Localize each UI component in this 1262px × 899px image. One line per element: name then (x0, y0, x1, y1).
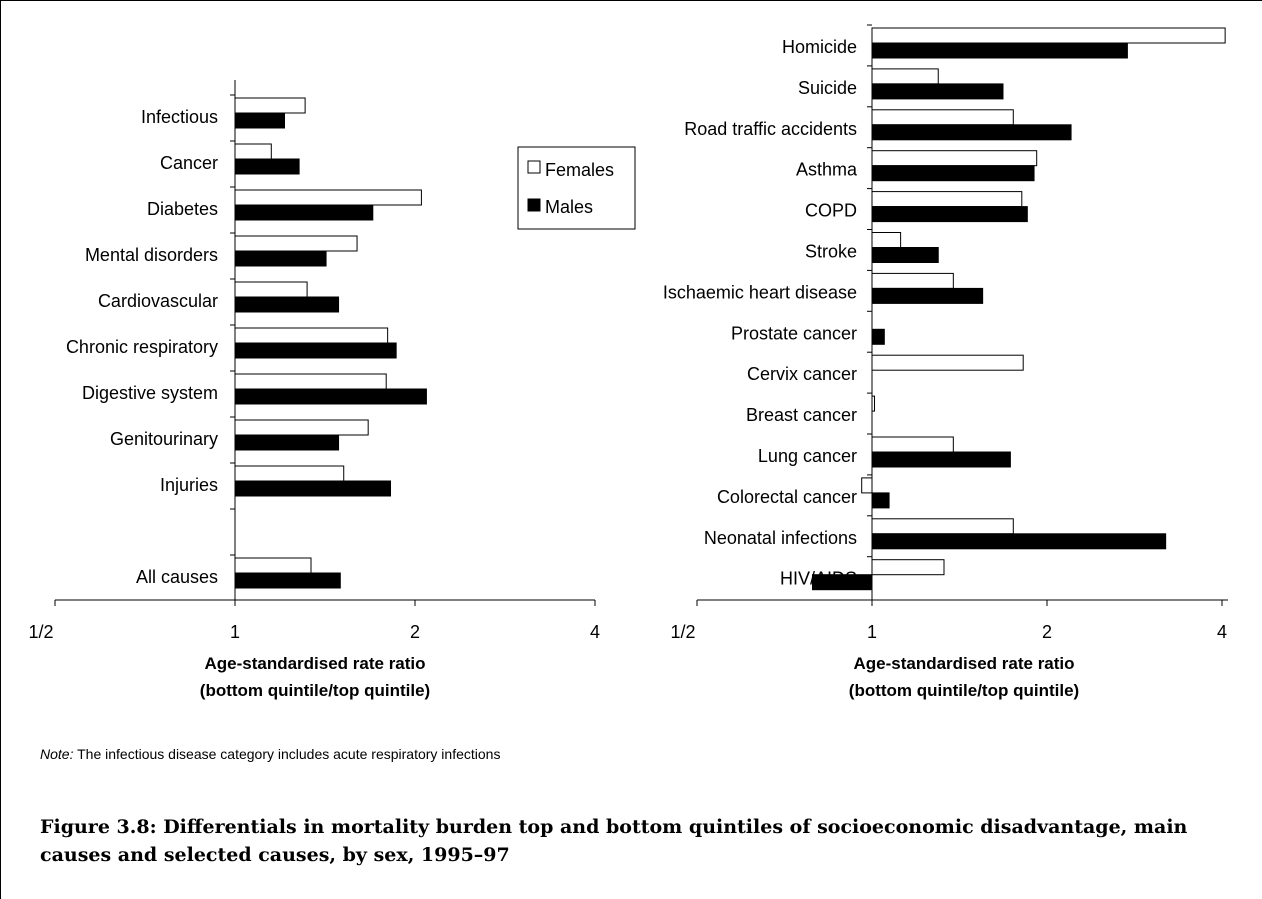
bar-females-chronic-respiratory (234, 327, 389, 344)
x-tick-label: 2 (1042, 622, 1052, 642)
x-tick-label: 4 (1217, 622, 1227, 642)
bar-males-cardiovascular (234, 296, 340, 313)
x-axis-title-line2: (bottom quintile/top quintile) (200, 681, 430, 700)
bar-males-diabetes (234, 204, 374, 221)
bar-females-cervix-cancer (871, 354, 1024, 371)
bar-females-suicide (871, 68, 939, 85)
category-label-cardiovascular: Cardiovascular (98, 291, 218, 311)
x-tick-label: 1 (867, 622, 877, 642)
legend-males-label: Males (545, 197, 593, 217)
category-label-prostate-cancer: Prostate cancer (731, 323, 857, 343)
bar-females-infectious (234, 97, 306, 114)
bar-males-stroke (871, 247, 939, 263)
chart-main-causes: 1/2 1 2 4 Infectious Cancer Diabetes Mental dis… (28, 80, 600, 700)
category-label-chronic-respiratory: Chronic respiratory (66, 337, 218, 357)
legend-females-swatch (527, 160, 541, 174)
legend-males-swatch (527, 198, 541, 212)
x-tick-label: 2 (410, 622, 420, 642)
bar-males-mental-disorders (234, 250, 327, 267)
bar-females-cardiovascular (234, 281, 308, 298)
category-label-colorectal-cancer: Colorectal cancer (717, 487, 857, 507)
bar-males-hiv-aids (811, 574, 873, 591)
category-label-cancer: Cancer (160, 153, 218, 173)
bar-females-stroke (871, 232, 902, 248)
bar-males-road-traffic-accidents (871, 124, 1072, 141)
category-label-suicide: Suicide (798, 78, 857, 98)
category-label-asthma: Asthma (796, 160, 858, 180)
bar-females-copd (871, 191, 1023, 208)
bar-females-digestive-system (234, 373, 387, 390)
category-label-infectious: Infectious (141, 107, 218, 127)
bar-females-diabetes (234, 189, 422, 206)
bar-females-injuries (234, 465, 345, 482)
bar-females-road-traffic-accidents (871, 109, 1014, 126)
note-prefix: Note: (40, 746, 74, 762)
x-tick-label: 1/2 (670, 622, 695, 642)
bar-males-chronic-respiratory (234, 342, 397, 359)
bar-males-prostate-cancer (871, 328, 885, 345)
bar-males-colorectal-cancer (871, 492, 890, 509)
bar-males-ischaemic-heart-disease (871, 287, 984, 304)
category-label-cervix-cancer: Cervix cancer (747, 364, 857, 384)
category-label-road-traffic-accidents: Road traffic accidents (684, 119, 857, 139)
bar-females-cancer (234, 143, 272, 160)
figure-caption: Figure 3.8: Differentials in mortality b… (40, 816, 1188, 866)
bar-females-all-causes (234, 557, 312, 574)
note-text: The infectious disease category includes… (73, 746, 501, 762)
bar-males-all-causes (234, 572, 341, 589)
category-label-genitourinary: Genitourinary (110, 429, 218, 449)
bar-females-neonatal-infections (871, 518, 1014, 535)
category-label-copd: COPD (805, 201, 857, 221)
bar-females-mental-disorders (234, 235, 358, 252)
legend: Females Males (517, 146, 636, 230)
bar-males-lung-cancer (871, 451, 1011, 468)
bar-females-lung-cancer (871, 436, 954, 453)
x-tick-label: 1 (230, 622, 240, 642)
bar-males-homicide (871, 42, 1128, 59)
bar-males-copd (871, 206, 1028, 223)
category-label-injuries: Injuries (160, 475, 218, 495)
bar-females-ischaemic-heart-disease (871, 272, 954, 289)
category-label-homicide: Homicide (782, 37, 857, 57)
bar-males-cancer (234, 158, 300, 175)
bar-females-asthma (871, 150, 1038, 167)
bar-males-suicide (871, 83, 1004, 100)
x-tick-label: 1/2 (28, 622, 53, 642)
bar-males-infectious (234, 112, 286, 129)
category-label-neonatal-infections: Neonatal infections (704, 528, 857, 548)
x-tick-label: 4 (590, 622, 600, 642)
x-axis-title-line2: (bottom quintile/top quintile) (849, 681, 1079, 700)
bar-males-injuries (234, 480, 392, 497)
chart-selected-causes: 1/2 1 2 4 Homicide Suicide Road traffic accide… (663, 24, 1228, 700)
bar-males-asthma (871, 165, 1035, 182)
category-label-diabetes: Diabetes (147, 199, 218, 219)
category-label-mental-disorders: Mental disorders (85, 245, 218, 265)
category-label-lung-cancer: Lung cancer (758, 446, 857, 466)
bar-males-digestive-system (234, 388, 427, 405)
bar-females-hiv-aids (871, 559, 945, 576)
x-axis-title-line1: Age-standardised rate ratio (853, 654, 1074, 673)
category-label-stroke: Stroke (805, 242, 857, 262)
bar-females-genitourinary (234, 419, 369, 436)
x-axis-title-line1: Age-standardised rate ratio (204, 654, 425, 673)
note: Note: The infectious disease category in… (40, 746, 500, 762)
bar-females-homicide (871, 27, 1226, 44)
bar-females-breast-cancer (871, 395, 876, 412)
category-label-ischaemic-heart-disease: Ischaemic heart disease (663, 282, 857, 302)
legend-females-label: Females (545, 160, 614, 180)
bar-males-genitourinary (234, 434, 340, 451)
category-label-digestive-system: Digestive system (82, 383, 218, 403)
bar-males-neonatal-infections (871, 533, 1167, 550)
category-label-breast-cancer: Breast cancer (746, 405, 857, 425)
category-label-all-causes: All causes (136, 567, 218, 587)
bar-females-colorectal-cancer (861, 477, 873, 494)
